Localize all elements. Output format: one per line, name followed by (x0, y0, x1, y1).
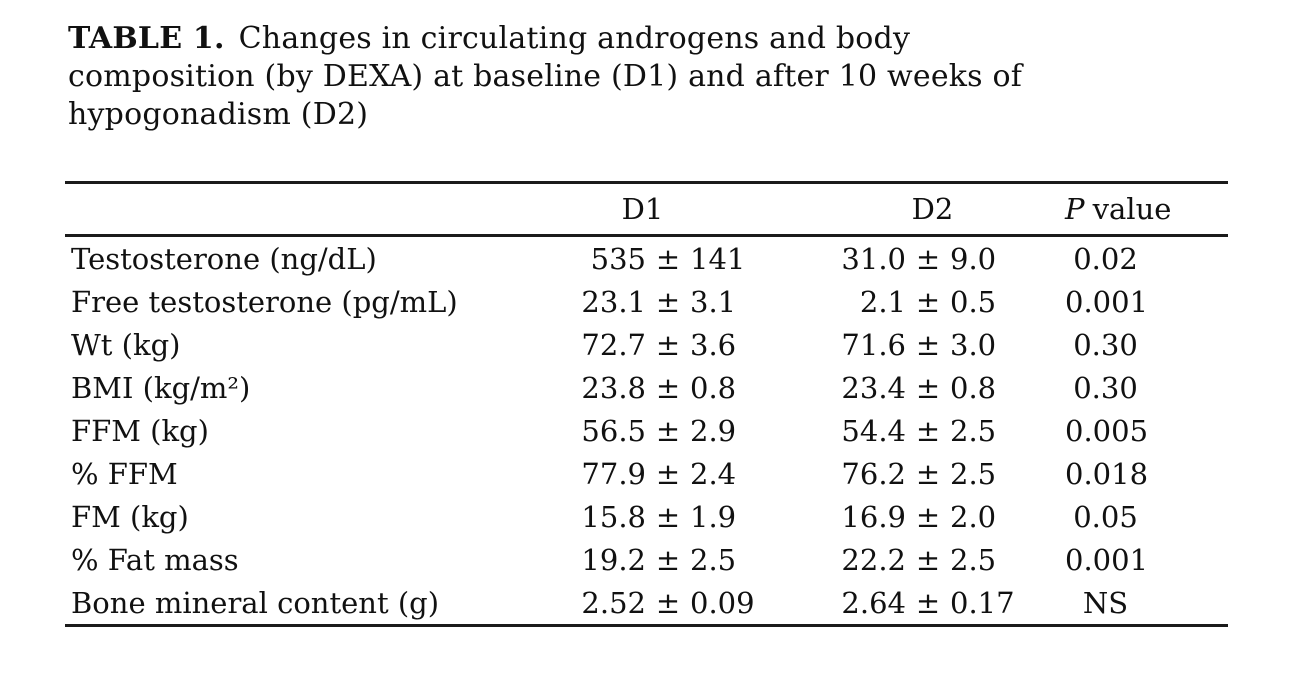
row-label: FM (kg) (71, 499, 189, 534)
d1-value: 2.52 ±0.09 (581, 585, 755, 620)
d2-value: 54.4 ±2.5 (841, 413, 997, 448)
p-value: 0.005 (1065, 413, 1149, 448)
table-row: FM (kg) 15.8 ±1.9 16.9 ±2.0 0.05 (65, 495, 1228, 538)
d1-value: 19.2 ±2.5 (581, 542, 737, 577)
d2-value: 23.4 ±0.8 (841, 370, 997, 405)
plus-minus-sign: ± (915, 542, 941, 577)
table-body: Testosterone (ng/dL) 535 ±141 31.0 ±9.0 0.… (65, 237, 1228, 624)
table-row: Testosterone (ng/dL) 535 ±141 31.0 ±9.0 0.… (65, 237, 1228, 280)
d1-value: 23.8 ±0.8 (581, 370, 737, 405)
plus-minus-sign: ± (655, 327, 681, 362)
d2-value: 2.1 ±0.5 (859, 284, 997, 319)
d1-value: 535 ±141 (590, 241, 746, 276)
p-value: 0.05 (1073, 499, 1138, 534)
row-label: BMI (kg/m²) (71, 370, 251, 405)
d2-value: 22.2 ±2.5 (841, 542, 997, 577)
plus-minus-sign: ± (655, 413, 681, 448)
plus-minus-sign: ± (915, 585, 941, 620)
p-value: 0.018 (1065, 456, 1149, 491)
p-value: NS (1082, 585, 1129, 620)
d1-value: 15.8 ±1.9 (581, 499, 737, 534)
d2-value: 76.2 ±2.5 (841, 456, 997, 491)
plus-minus-sign: ± (655, 499, 681, 534)
table-number-label: TABLE 1. (68, 21, 225, 56)
plus-minus-sign: ± (915, 499, 941, 534)
d2-value: 2.64 ±0.17 (841, 585, 1015, 620)
plus-minus-sign: ± (915, 241, 941, 276)
table-row: BMI (kg/m²) 23.8 ±0.8 23.4 ±0.8 0.30 (65, 366, 1228, 409)
d1-value: 56.5 ±2.9 (581, 413, 737, 448)
p-value: 0.30 (1073, 370, 1138, 405)
header-d1: D1 (621, 192, 664, 226)
table-bottom-rule (65, 624, 1228, 627)
row-label: Free testosterone (pg/mL) (71, 284, 458, 319)
table-row: % FFM 77.9 ±2.4 76.2 ±2.5 0.018 (65, 452, 1228, 495)
d2-value: 71.6 ±3.0 (841, 327, 997, 362)
p-value: 0.30 (1073, 327, 1138, 362)
d1-value: 72.7 ±3.6 (581, 327, 737, 362)
table-row: Wt (kg) 72.7 ±3.6 71.6 ±3.0 0.30 (65, 323, 1228, 366)
plus-minus-sign: ± (915, 456, 941, 491)
plus-minus-sign: ± (655, 542, 681, 577)
row-label: Wt (kg) (71, 327, 181, 362)
row-label: Testosterone (ng/dL) (71, 241, 377, 276)
plus-minus-sign: ± (655, 284, 681, 319)
plus-minus-sign: ± (655, 456, 681, 491)
table-caption: TABLE 1. Changes in circulating androgens… (68, 20, 1238, 134)
d2-value: 31.0 ±9.0 (841, 241, 997, 276)
plus-minus-sign: ± (915, 284, 941, 319)
row-label: Bone mineral content (g) (71, 585, 440, 620)
p-value: 0.001 (1065, 542, 1149, 577)
d2-value: 16.9 ±2.0 (841, 499, 997, 534)
p-value: 0.02 (1073, 241, 1138, 276)
table-row: % Fat mass 19.2 ±2.5 22.2 ±2.5 0.001 (65, 538, 1228, 581)
plus-minus-sign: ± (655, 585, 681, 620)
plus-minus-sign: ± (655, 370, 681, 405)
table-row: Free testosterone (pg/mL) 23.1 ±3.1 2.1 ±0… (65, 280, 1228, 323)
plus-minus-sign: ± (915, 370, 941, 405)
plus-minus-sign: ± (655, 241, 681, 276)
table-row: FFM (kg) 56.5 ±2.9 54.4 ±2.5 0.005 (65, 409, 1228, 452)
caption-text-1: Changes in circulating androgens and bod… (238, 21, 911, 56)
d1-value: 23.1 ±3.1 (581, 284, 737, 319)
row-label: % Fat mass (71, 542, 239, 577)
caption-line-2: composition (by DEXA) at baseline (D1) a… (68, 59, 1023, 94)
header-d2: D2 (911, 192, 954, 226)
p-value: 0.001 (1065, 284, 1149, 319)
plus-minus-sign: ± (915, 413, 941, 448)
table-mid-rule (65, 234, 1228, 237)
d1-value: 77.9 ±2.4 (581, 456, 737, 491)
plus-minus-sign: ± (915, 327, 941, 362)
header-p-rest: value (1092, 192, 1172, 226)
row-label: FFM (kg) (71, 413, 209, 448)
header-p-italic: P (1065, 192, 1085, 226)
caption-line-1: TABLE 1. Changes in circulating androgens… (68, 20, 1238, 58)
table-top-rule (65, 181, 1228, 184)
caption-line-3: hypogonadism (D2) (68, 97, 369, 132)
table-row: Bone mineral content (g) 2.52 ±0.09 2.64 ±… (65, 581, 1228, 624)
row-label: % FFM (71, 456, 178, 491)
